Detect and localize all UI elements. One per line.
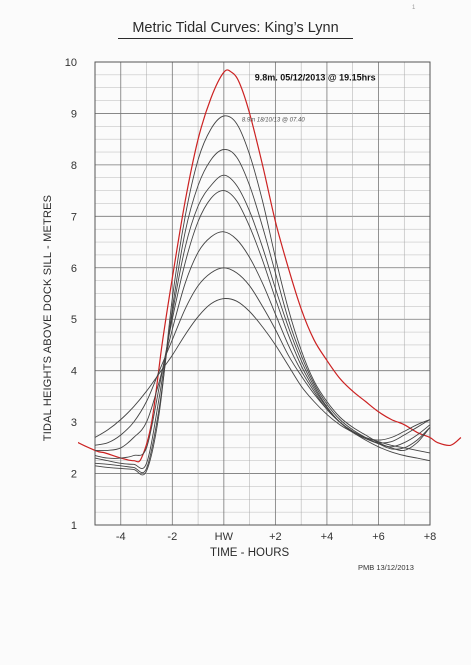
footer-signature: PMB 13/12/2013 xyxy=(358,563,414,572)
y-tick-label: 8 xyxy=(71,160,77,172)
series-line-1 xyxy=(78,69,462,463)
series-line-6 xyxy=(94,231,431,452)
annotation-handwritten: 8.9m 18/10/13 @ 07.40 xyxy=(242,118,305,124)
y-tick-label: 2 xyxy=(71,469,77,481)
y-tick-label: 1 xyxy=(71,520,77,532)
y-tick-label: 9 xyxy=(71,108,77,120)
chart-grid xyxy=(94,61,431,526)
y-tick-label: 10 xyxy=(65,57,77,69)
chart-title: Metric Tidal Curves: King’s Lynn xyxy=(132,20,339,36)
y-tick-label: 5 xyxy=(71,314,77,326)
x-tick-label: +8 xyxy=(424,531,437,543)
series-group xyxy=(78,69,462,476)
annotation-high-tide: 9.8m. 05/12/2013 @ 19.15hrs xyxy=(255,72,376,82)
series-line-5 xyxy=(94,190,431,459)
tick-labels: 1 2 3 4 5 6 7 8 9 10 -4 -2 HW +2 +4 +6 +8 xyxy=(65,57,437,543)
y-tick-label: 6 xyxy=(71,263,77,275)
annotations: 9.8m. 05/12/2013 @ 19.15hrs 8.9m 18/10/13… xyxy=(242,72,376,123)
series-line-7 xyxy=(94,267,431,454)
plot-frame xyxy=(94,61,431,526)
title-underline xyxy=(118,38,353,39)
y-tick-label: 3 xyxy=(71,417,77,429)
series-line-8 xyxy=(94,298,431,462)
x-tick-label: -4 xyxy=(116,531,126,543)
x-tick-label: +6 xyxy=(372,531,385,543)
x-axis-label: TIME - HOURS xyxy=(210,547,290,559)
y-tick-label: 4 xyxy=(71,366,77,378)
y-tick-label: 7 xyxy=(71,211,77,223)
x-tick-label: HW xyxy=(215,531,234,543)
x-tick-label: -2 xyxy=(167,531,177,543)
series-line-2 xyxy=(94,115,431,476)
x-tick-label: +2 xyxy=(269,531,282,543)
corner-mark: 1 xyxy=(412,5,416,11)
x-tick-label: +4 xyxy=(321,531,334,543)
